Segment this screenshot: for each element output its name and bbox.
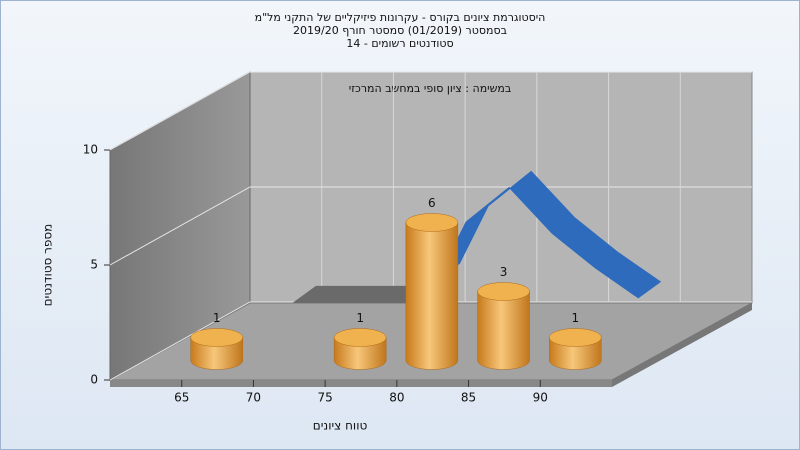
annotation: במשימה : ציון סופי במחשב המרכזי xyxy=(349,82,512,95)
data-label: 3 xyxy=(500,265,508,279)
x-tick-label: 70 xyxy=(246,391,261,405)
bar-top xyxy=(190,328,243,347)
bar-top xyxy=(405,213,459,232)
bar xyxy=(405,222,459,370)
data-label: 1 xyxy=(356,311,364,325)
x-tick-label: 65 xyxy=(174,391,189,405)
bar-top xyxy=(549,328,602,347)
x-tick-label: 75 xyxy=(318,391,333,405)
grid-line xyxy=(109,71,752,151)
y-axis-label: מספר סטודנטים xyxy=(41,224,55,307)
x-tick-label: 85 xyxy=(461,391,476,405)
x-axis-label: טווח ציונים xyxy=(313,419,368,433)
chart-subtitle: סטודנטים רשומים - 14 xyxy=(346,37,453,50)
x-tick-label: 80 xyxy=(389,391,404,405)
chart-title: היסטוגרמת ציונים בקורס - עקרונות פיזיקלי… xyxy=(255,11,546,24)
grid-line xyxy=(109,301,752,381)
bar-top xyxy=(477,282,530,301)
y-tick-label: 10 xyxy=(83,143,98,157)
data-label: 1 xyxy=(571,311,579,325)
y-tick-label: 5 xyxy=(90,258,98,272)
ribbon xyxy=(437,170,662,299)
data-label: 1 xyxy=(213,311,221,325)
bar-top xyxy=(333,328,387,347)
chart-subtitle: בסמסטר (01/2019) סמסטר חורף 2019/20 xyxy=(293,24,507,37)
data-label: 6 xyxy=(428,196,436,210)
y-tick-label: 0 xyxy=(90,373,98,387)
grid-line xyxy=(109,186,752,266)
bar xyxy=(477,291,530,370)
x-tick-label: 90 xyxy=(533,391,548,405)
